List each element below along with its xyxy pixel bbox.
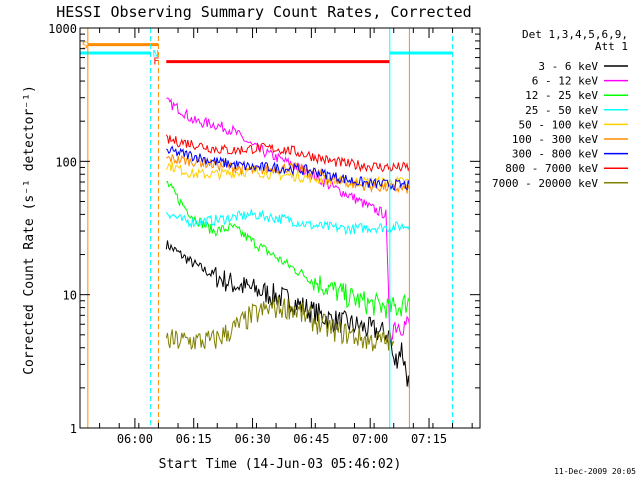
footer-date: 11-Dec-2009 20:05 <box>554 467 636 476</box>
series-line-1 <box>166 97 410 342</box>
y-tick-label-1: 10 <box>63 289 77 303</box>
series-line-8 <box>165 296 395 352</box>
x-tick-label-2: 06:30 <box>234 432 270 446</box>
y-tick-label-2: 100 <box>55 155 77 169</box>
series-line-3 <box>165 209 410 236</box>
flare-flag-label: F <box>153 57 159 68</box>
saa-flag-label: S <box>82 41 88 52</box>
x-tick-label-1: 06:15 <box>176 432 212 446</box>
series-line-0 <box>165 240 410 388</box>
legend-label-5: 100 - 300 keV <box>512 133 598 146</box>
x-tick-label-3: 06:45 <box>293 432 329 446</box>
legend-label-8: 7000 - 20000 keV <box>492 177 598 190</box>
y-tick-label-3: 1000 <box>48 22 77 36</box>
plot-frame <box>79 27 481 429</box>
legend-label-6: 300 - 800 keV <box>512 148 598 161</box>
series-line-2 <box>166 180 410 319</box>
legend: Det 1,3,4,5,6,9, Att 1 3 - 6 keV 6 - 12 k… <box>492 28 628 190</box>
markers-layer <box>87 28 454 428</box>
night-flag-label: N <box>153 49 159 60</box>
legend-label-1: 6 - 12 keV <box>532 75 599 88</box>
flags-layer: S NF <box>80 41 453 68</box>
chart-title: HESSI Observing Summary Count Rates, Cor… <box>56 3 471 21</box>
series-line-7 <box>165 134 410 173</box>
series-line-6 <box>166 145 410 191</box>
legend-header-line-1: Det 1,3,4,5,6,9, <box>522 28 628 41</box>
legend-label-2: 12 - 25 keV <box>525 89 598 102</box>
x-axis-label: Start Time (14-Jun-03 05:46:02) <box>159 457 402 472</box>
legend-label-4: 50 - 100 keV <box>519 118 599 131</box>
x-tick-label-5: 07:15 <box>411 432 447 446</box>
legend-header-line-2: Att 1 <box>595 40 628 53</box>
legend-label-7: 800 - 7000 keV <box>505 162 598 175</box>
series-layer <box>165 97 410 388</box>
legend-label-3: 25 - 50 keV <box>525 104 598 117</box>
x-tick-label-4: 07:00 <box>352 432 388 446</box>
y-axis-label: Corrected Count Rate (s⁻¹ detector⁻¹) <box>22 85 37 375</box>
x-tick-label-0: 06:00 <box>117 432 153 446</box>
y-tick-label-0: 1 <box>70 422 77 436</box>
legend-label-0: 3 - 6 keV <box>538 60 598 73</box>
ticks-layer: 1 10 100 1000 06:00 06:15 06:30 06:45 07:00 07:15 <box>48 22 480 446</box>
